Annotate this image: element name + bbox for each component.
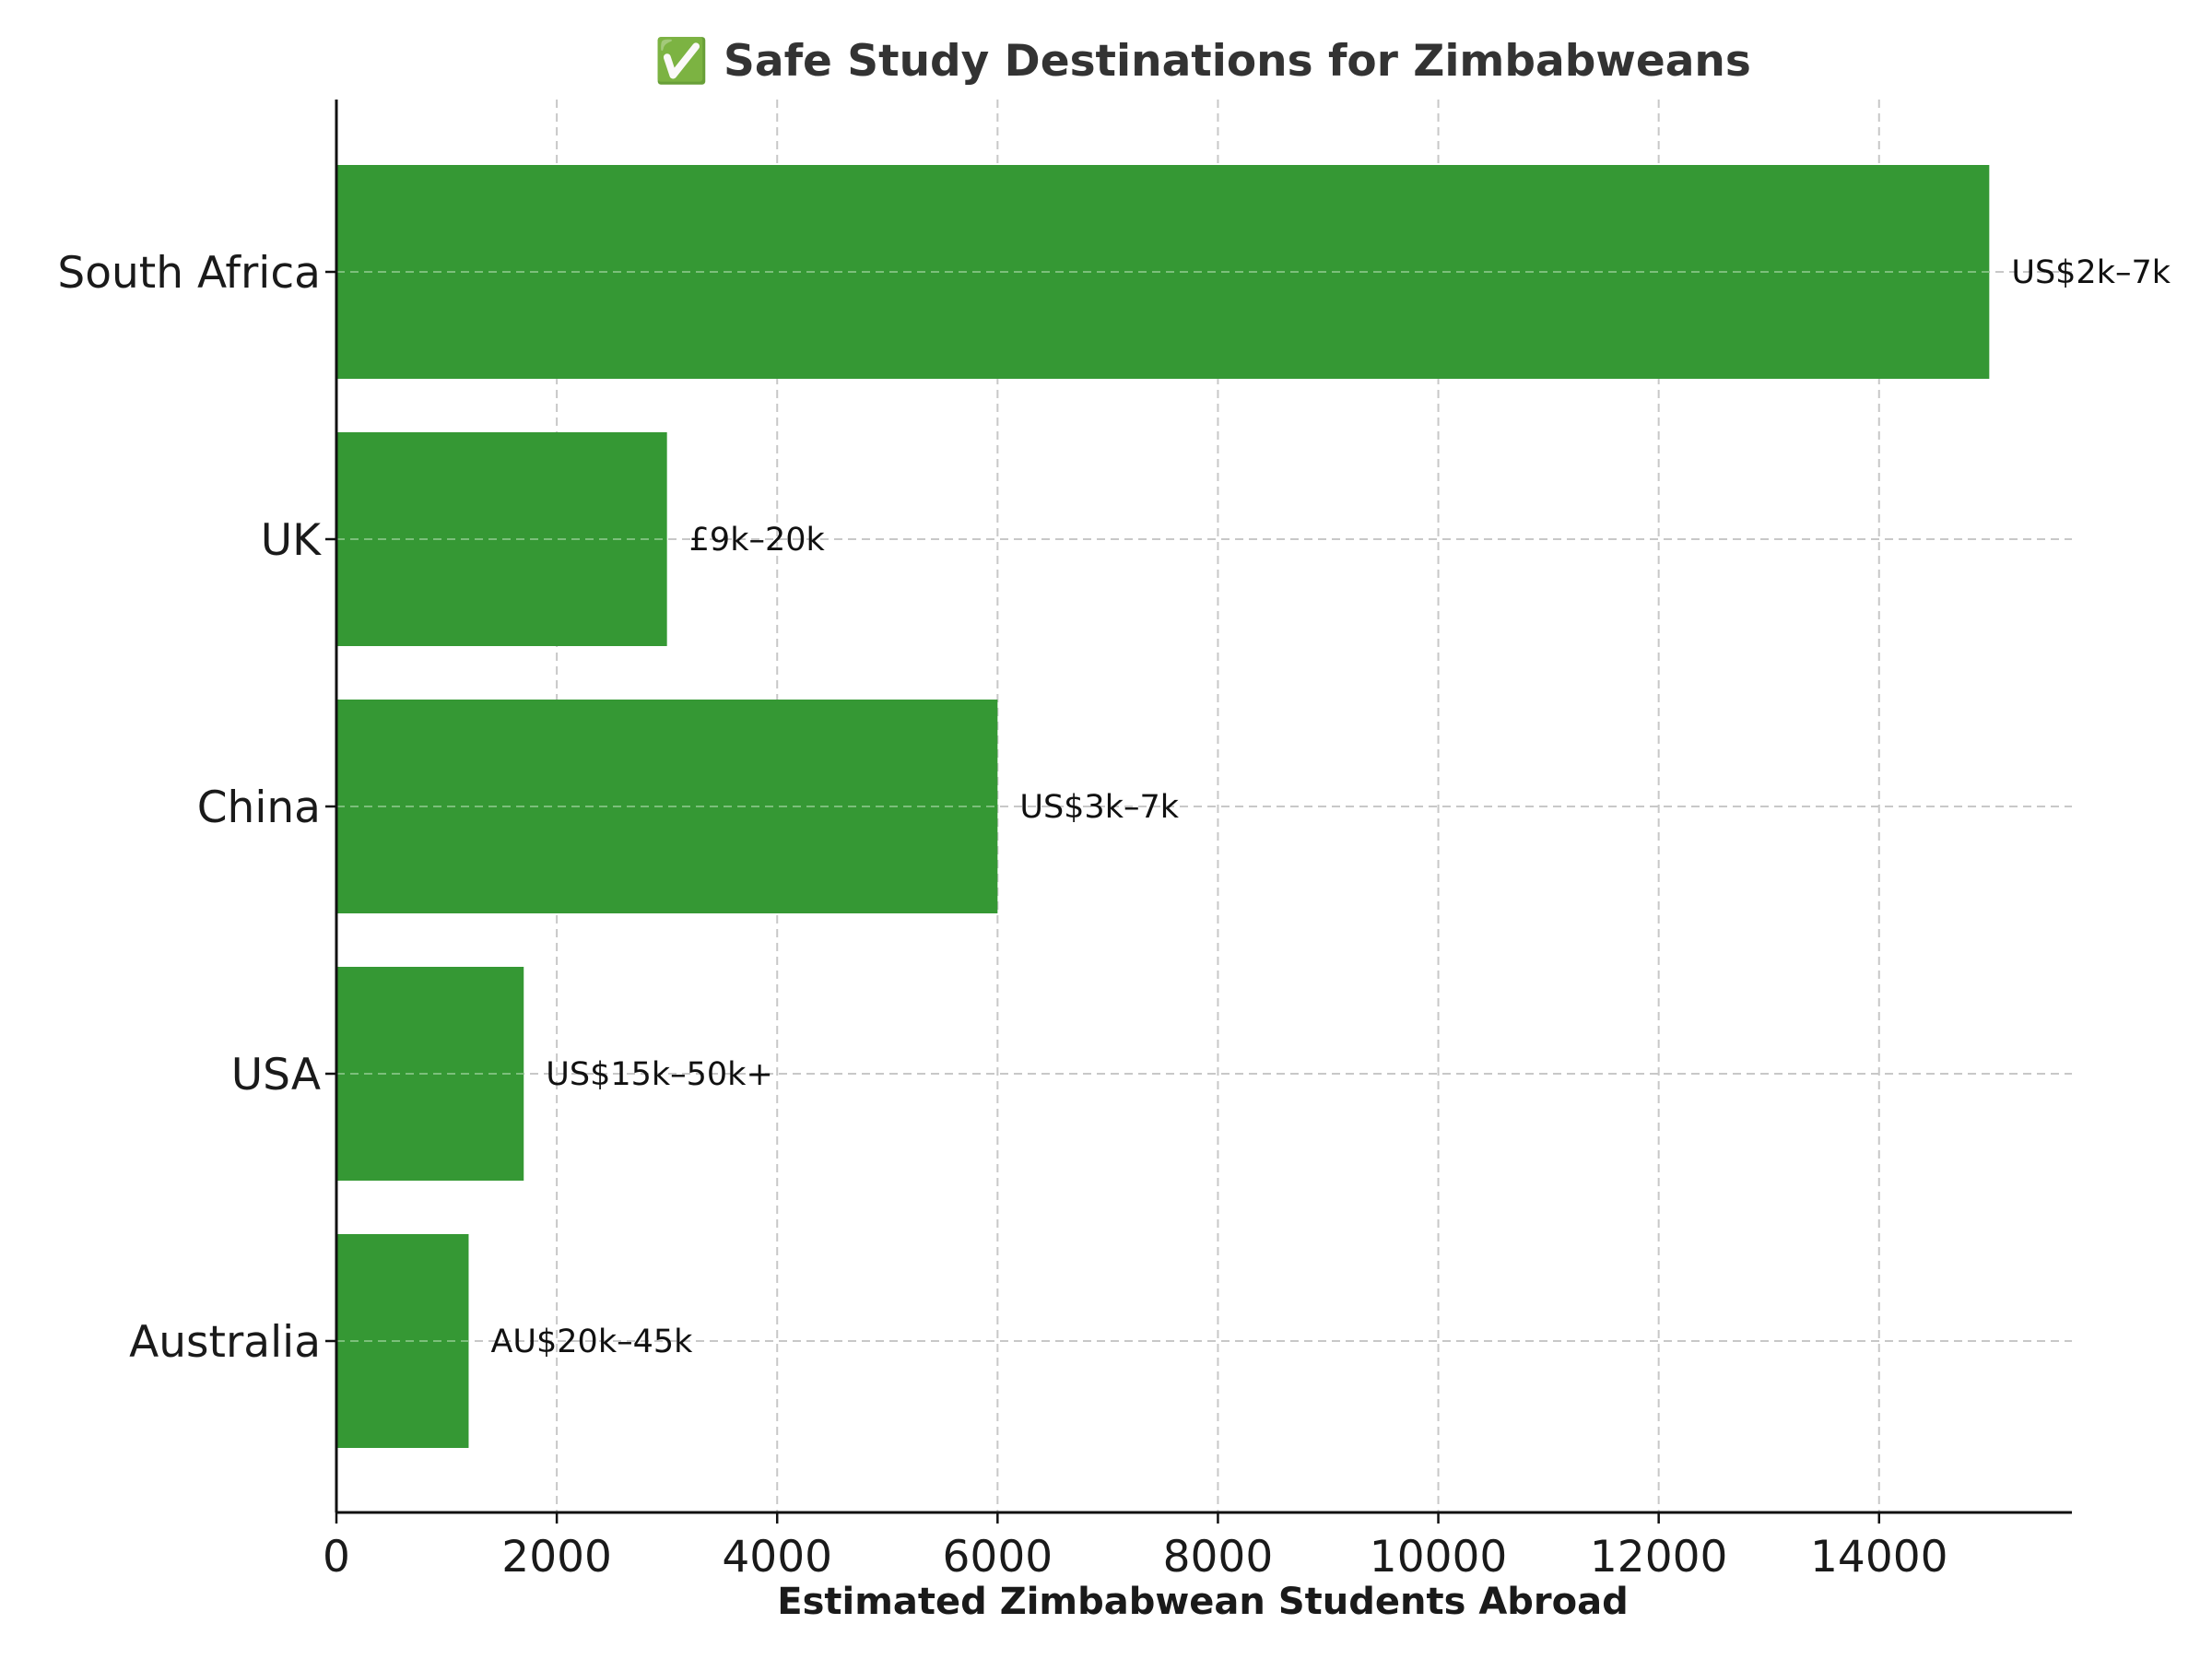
x-tick-label: 8000 [1163, 1532, 1274, 1583]
x-axis-title: Estimated Zimbabwean Students Abroad [777, 1581, 1629, 1623]
category-label: Australia [129, 1317, 321, 1368]
category-label: UK [261, 515, 322, 566]
category-label: China [197, 782, 321, 833]
category-label: South Africa [57, 248, 321, 299]
bar-uk [336, 432, 667, 646]
x-tick-label: 4000 [722, 1532, 832, 1583]
x-tick-label: 0 [323, 1532, 350, 1583]
bar-value-label: US$2k–7k [2011, 254, 2171, 291]
bar-value-label: AU$20k–45k [490, 1324, 693, 1360]
chart-title: ✅ Safe Study Destinations for Zimbabwean… [654, 36, 1751, 87]
bar-layer [336, 165, 1990, 1448]
bar-value-label: US$15k–50k+ [546, 1056, 773, 1093]
category-label: USA [231, 1050, 321, 1100]
bar-value-label: £9k–20k [689, 522, 826, 559]
bar-china [336, 700, 998, 913]
bar-south-africa [336, 165, 1990, 379]
bar-value-label: US$3k–7k [1019, 789, 1179, 826]
label-layer: 0 2000 4000 6000 8000 10000 12000 14000 South Af… [57, 248, 2171, 1583]
axis-layer [325, 100, 2072, 1524]
x-tick-label: 14000 [1810, 1532, 1948, 1583]
x-tick-label: 6000 [943, 1532, 1053, 1583]
x-tick-label: 12000 [1590, 1532, 1728, 1583]
x-tick-label: 2000 [501, 1532, 612, 1583]
x-tick-label: 10000 [1370, 1532, 1508, 1583]
